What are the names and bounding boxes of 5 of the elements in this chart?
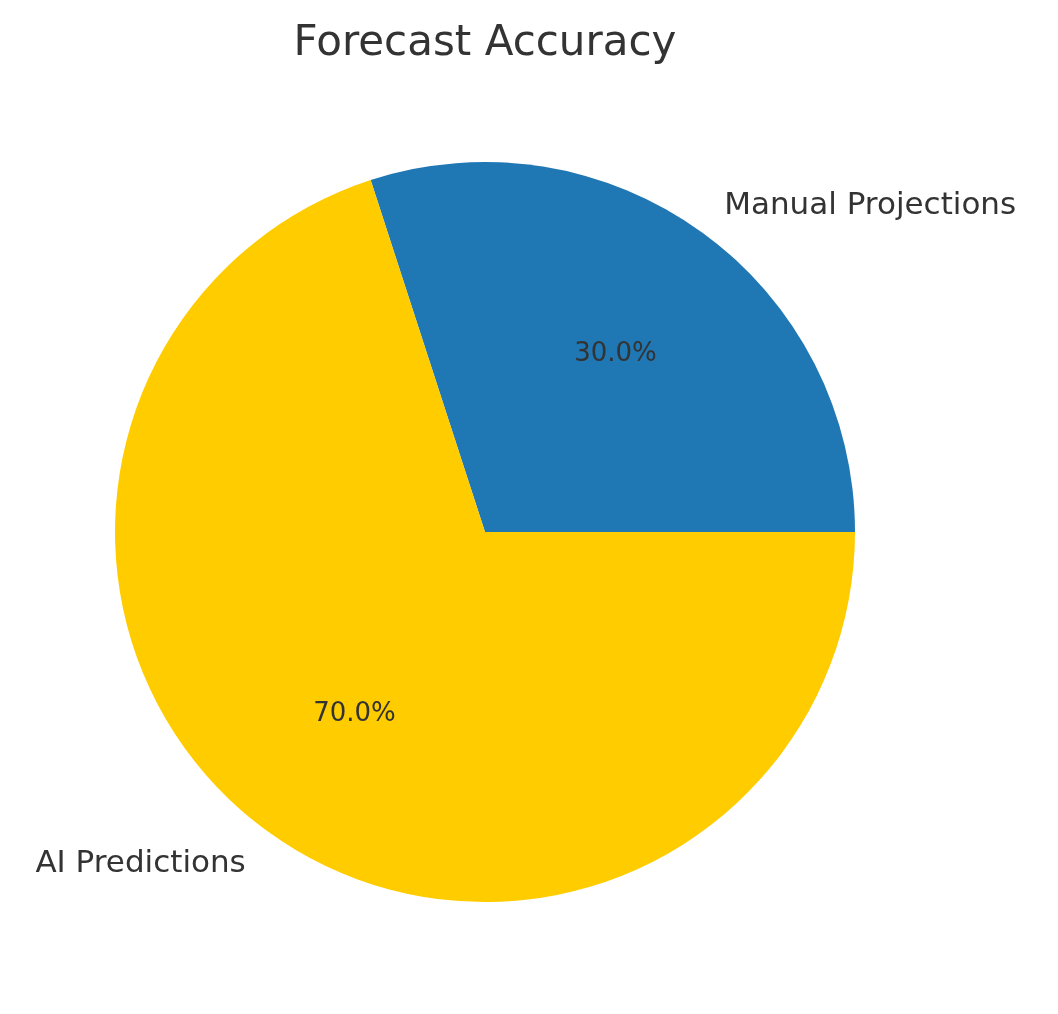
slice-label: AI Predictions — [35, 843, 246, 880]
chart-title: Forecast Accuracy — [293, 15, 677, 65]
slice-label: Manual Projections — [724, 184, 1017, 221]
data-label: 30.0% — [574, 337, 657, 368]
data-label: 70.0% — [313, 696, 396, 727]
